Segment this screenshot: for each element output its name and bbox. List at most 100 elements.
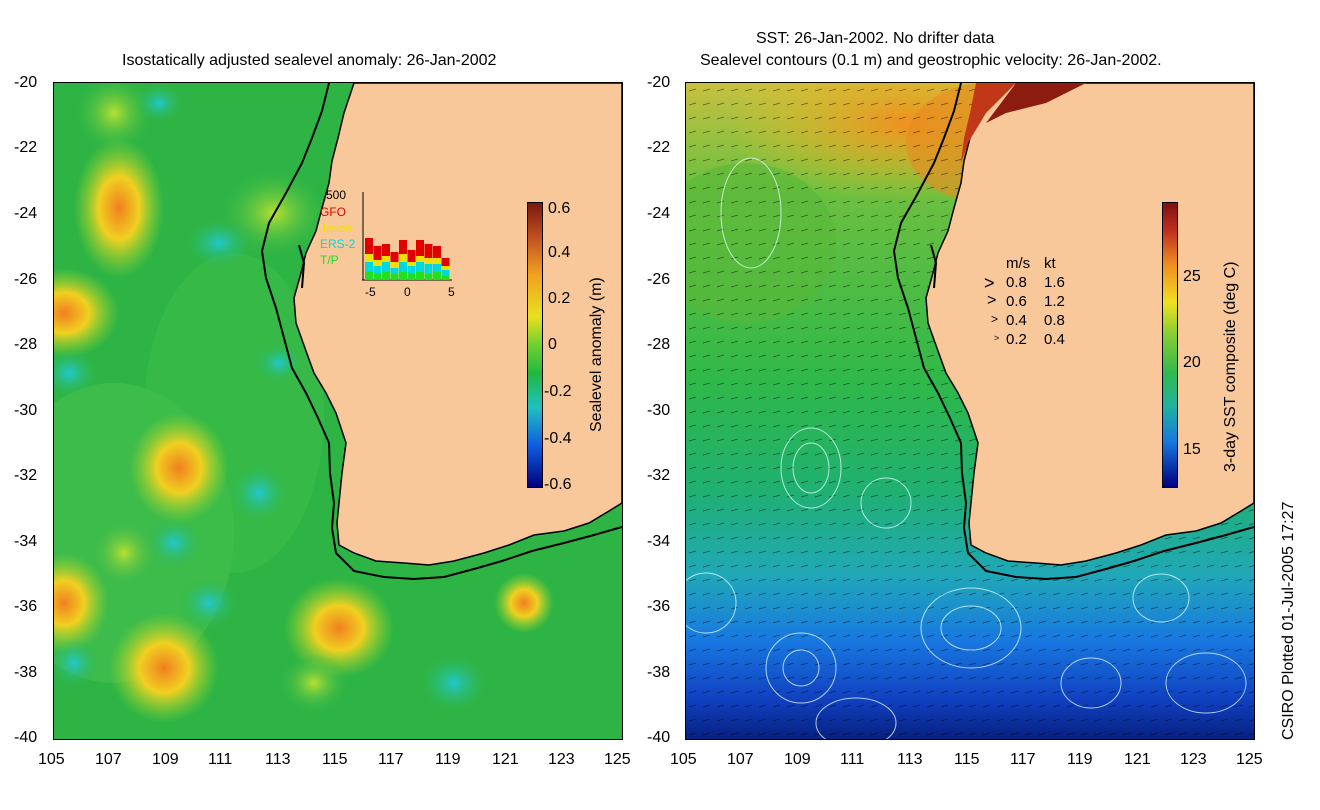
anomaly-low (179, 578, 239, 628)
velocity-arrow-icon: > (991, 312, 999, 326)
inset-histogram-bar (407, 262, 416, 266)
inset-histogram-bar (441, 276, 450, 280)
left-colorbar-tick: 0 (548, 336, 557, 353)
left-map[interactable] (53, 82, 623, 740)
shelf-contour (260, 83, 622, 581)
left-x-tick: 105 (38, 751, 65, 768)
velocity-legend-ms: 0.2 (1006, 331, 1027, 348)
left-colorbar-tick: -0.6 (544, 476, 572, 493)
inset-histogram-bar (365, 262, 373, 272)
velocity-legend-ms: 0.6 (1006, 293, 1027, 310)
left-y-tick: -24 (14, 205, 38, 222)
velocity-arrow-icon: > (994, 333, 1000, 343)
left-x-tick: 123 (548, 751, 575, 768)
left-y-tick: -20 (14, 74, 38, 91)
inset-histogram-bar (390, 252, 399, 262)
velocity-legend-ms: 0.4 (1006, 312, 1027, 329)
inset-histogram-bar (433, 272, 441, 280)
velocity-legend-kt: 0.8 (1044, 312, 1065, 329)
anomaly-high (494, 573, 554, 633)
inset-histogram-bar (399, 262, 407, 272)
left-x-tick: 109 (152, 751, 179, 768)
anomaly-mild (89, 518, 159, 588)
right-y-tick: -40 (647, 729, 671, 746)
inset-legend-item: ERS-2 (320, 237, 356, 251)
right-y-tick: -36 (647, 598, 671, 615)
anomaly-low (134, 83, 184, 123)
anomaly-high (129, 413, 229, 523)
left-colorbar-tick: 0.2 (548, 290, 571, 307)
inset-histogram-bar (407, 274, 416, 280)
plot-credit: CSIRO Plotted 01-Jul-2005 17:27 (1280, 501, 1297, 740)
inset-histogram-bar (424, 244, 433, 258)
inset-x-tick: -5 (365, 285, 376, 299)
inset-histogram-bar (382, 256, 390, 262)
inset-histogram-bar (373, 274, 382, 280)
left-x-tick: 125 (604, 751, 631, 768)
inset-histogram-bar (373, 260, 382, 266)
anomaly-high (74, 138, 164, 278)
right-colorbar-tick: 25 (1183, 268, 1201, 285)
land-mass (293, 83, 622, 566)
anomaly-high (109, 613, 219, 723)
velocity-legend-kt: 1.6 (1044, 274, 1065, 291)
left-colorbar-label: Sealevel anomaly (m) (588, 277, 605, 432)
inset-histogram-bar (424, 258, 433, 264)
right-panel-title-line2: Sealevel contours (0.1 m) and geostrophi… (700, 52, 1162, 69)
anomaly-low (146, 518, 202, 568)
left-colorbar-tick: -0.4 (544, 430, 572, 447)
right-x-tick: 107 (727, 751, 754, 768)
left-x-tick: 111 (208, 751, 233, 768)
left-y-tick: -30 (14, 402, 38, 419)
left-panel-title: Isostatically adjusted sealevel anomaly:… (122, 52, 497, 69)
inset-histogram-bar (433, 246, 441, 258)
inset-top-label: 500 (326, 188, 347, 202)
inset-histogram-bar (416, 240, 424, 256)
left-y-tick: -32 (14, 467, 38, 484)
left-x-tick: 121 (492, 751, 519, 768)
land-mass (925, 83, 1254, 566)
right-map[interactable] (685, 82, 1255, 740)
right-x-tick: 121 (1124, 751, 1151, 768)
left-y-tick: -26 (14, 271, 38, 288)
right-x-tick: 115 (954, 751, 980, 768)
inset-histogram-bar (416, 256, 424, 262)
inset-histogram (362, 192, 452, 281)
left-y-tick: -40 (14, 729, 38, 746)
left-colorbar-tick: 0.6 (548, 200, 571, 217)
anomaly-mild (279, 653, 349, 713)
right-y-tick: -26 (647, 271, 671, 288)
inset-histogram-bar (424, 264, 433, 274)
inset-histogram-bar (399, 254, 407, 262)
anomaly-high (74, 83, 154, 153)
left-x-tick: 115 (322, 751, 348, 768)
right-x-tick: 109 (784, 751, 811, 768)
left-x-tick: 119 (435, 751, 461, 768)
inset-histogram-bar (365, 254, 373, 262)
left-colorbar-tick: -0.2 (544, 383, 572, 400)
velocity-arrow-icon: > (984, 273, 995, 293)
inset-legend-item: Jason (320, 221, 353, 235)
inset-legend-item: GFO (320, 205, 346, 219)
right-y-tick: -30 (647, 402, 671, 419)
right-colorbar-tick: 20 (1183, 354, 1201, 371)
left-y-tick: -22 (14, 139, 38, 156)
inset-legend-item: T/P (320, 253, 339, 267)
inset-histogram-bar (390, 274, 399, 280)
left-colorbar-tick: 0.4 (548, 244, 571, 261)
right-colorbar (1162, 202, 1178, 488)
inset-x-tick: 5 (448, 285, 455, 299)
left-x-tick: 117 (378, 751, 404, 768)
anomaly-low (184, 218, 254, 268)
inset-histogram-bar (433, 258, 441, 264)
right-colorbar-tick: 15 (1183, 441, 1201, 458)
inset-histogram-bar (365, 272, 373, 280)
anomaly-low (419, 653, 489, 713)
right-y-tick: -38 (647, 664, 671, 681)
right-y-tick: -22 (647, 139, 671, 156)
inset-histogram-bar (399, 240, 407, 254)
left-x-tick: 107 (95, 751, 122, 768)
anomaly-low (254, 343, 304, 383)
right-map-graphic (686, 83, 1254, 739)
right-x-tick: 119 (1067, 751, 1093, 768)
